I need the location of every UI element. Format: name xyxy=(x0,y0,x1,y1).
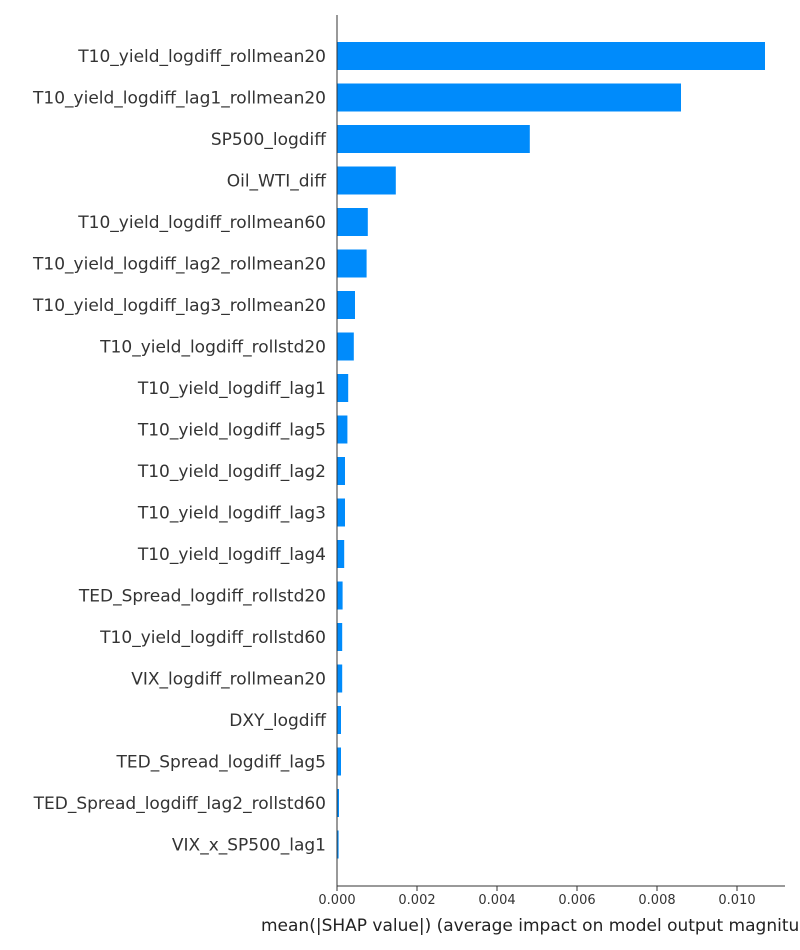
axes: 0.000 0.002 0.004 0.006 0.008 0.010 xyxy=(318,15,785,908)
y-tick-label: T10_yield_logdiff_rollstd60 xyxy=(99,628,326,648)
x-tick-label: 0.010 xyxy=(718,893,755,908)
feature-labels: T10_yield_logdiff_rollmean20 T10_yield_lo… xyxy=(32,47,327,856)
x-tick-label: 0.000 xyxy=(318,893,355,908)
y-tick-label: T10_yield_logdiff_lag1 xyxy=(137,379,326,399)
y-tick-label: TED_Spread_logdiff_lag2_rollstd60 xyxy=(33,794,326,814)
x-axis-title: mean(|SHAP value|) (average impact on mo… xyxy=(261,916,800,936)
bar xyxy=(337,540,345,568)
y-tick-label: T10_yield_logdiff_lag4 xyxy=(137,545,326,565)
y-tick-label: TED_Spread_logdiff_rollstd20 xyxy=(78,587,326,607)
bar xyxy=(337,83,681,112)
y-tick-label: T10_yield_logdiff_lag2_rollmean20 xyxy=(32,255,326,275)
y-tick-label: TED_Spread_logdiff_lag5 xyxy=(116,753,326,773)
x-tick-label: 0.004 xyxy=(478,893,515,908)
x-tick-label: 0.006 xyxy=(558,893,595,908)
bar xyxy=(337,415,348,444)
bar xyxy=(337,789,339,817)
bar xyxy=(337,291,355,319)
y-tick-label: T10_yield_logdiff_rollstd20 xyxy=(99,338,326,358)
x-tick-label: 0.002 xyxy=(398,893,435,908)
y-tick-label: T10_yield_logdiff_rollmean60 xyxy=(77,213,326,233)
bar xyxy=(337,125,530,153)
bars xyxy=(337,42,765,859)
y-tick-label: T10_yield_logdiff_lag2 xyxy=(137,462,326,482)
bar xyxy=(337,332,354,361)
y-tick-label: T10_yield_logdiff_lag1_rollmean20 xyxy=(32,89,326,109)
bar xyxy=(337,830,339,859)
bar xyxy=(337,664,343,693)
bar xyxy=(337,208,368,236)
y-tick-label: VIX_logdiff_rollmean20 xyxy=(131,670,326,690)
y-tick-label: SP500_logdiff xyxy=(211,130,327,150)
x-tick-label: 0.008 xyxy=(638,893,675,908)
bar xyxy=(337,42,765,70)
bar xyxy=(337,581,343,610)
bar xyxy=(337,706,341,734)
bar xyxy=(337,457,345,485)
bar xyxy=(337,374,349,402)
y-tick-label: DXY_logdiff xyxy=(229,711,327,731)
bar xyxy=(337,166,396,195)
bar xyxy=(337,249,367,278)
bar xyxy=(337,498,345,527)
y-tick-label: T10_yield_logdiff_lag5 xyxy=(137,421,326,441)
y-tick-label: T10_yield_logdiff_lag3_rollmean20 xyxy=(32,296,326,316)
y-tick-label: T10_yield_logdiff_rollmean20 xyxy=(77,47,326,67)
y-tick-label: T10_yield_logdiff_lag3 xyxy=(137,504,326,524)
bar xyxy=(337,623,343,651)
y-tick-label: VIX_x_SP500_lag1 xyxy=(172,836,326,856)
y-tick-label: Oil_WTI_diff xyxy=(227,172,328,192)
bar xyxy=(337,747,341,776)
